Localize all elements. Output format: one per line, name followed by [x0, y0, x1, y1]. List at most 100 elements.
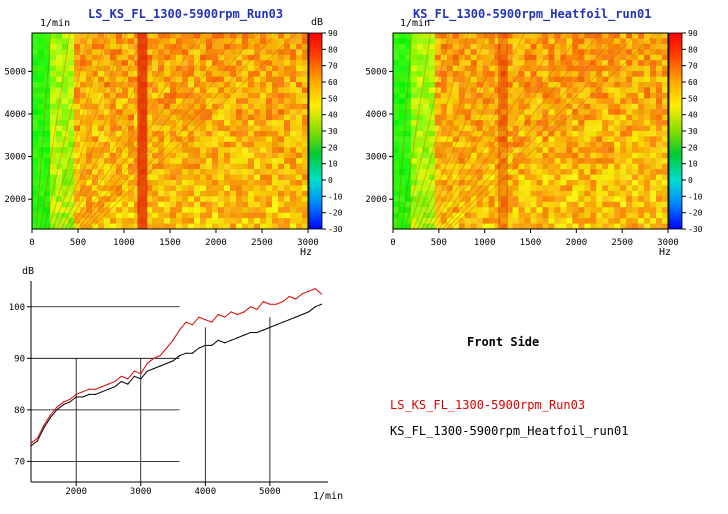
spectrogram-cell — [146, 147, 153, 154]
spectrogram-cell — [446, 147, 454, 154]
series-point — [82, 396, 84, 398]
spectrogram-cell — [608, 43, 615, 50]
order-line — [425, 32, 544, 230]
spectrogram-cell — [128, 158, 135, 165]
spectrogram-cell — [422, 54, 430, 61]
spectrogram-cell — [86, 218, 93, 225]
spectrogram-cell — [530, 196, 538, 203]
spectrogram-cell — [218, 147, 225, 154]
spectrogram-cell — [440, 190, 448, 197]
spectrogram-cell — [440, 207, 448, 214]
spectrogram-cell — [428, 120, 436, 127]
spectrogram-cell — [422, 218, 430, 225]
spectrogram-cell — [399, 54, 406, 61]
spectrogram-cell — [212, 158, 219, 165]
order-line — [35, 32, 52, 230]
spectrogram-cell — [80, 223, 87, 230]
spectrogram-cell — [86, 169, 93, 176]
spectrogram-cell — [399, 223, 406, 230]
spectrogram-cell — [614, 131, 621, 137]
spectrogram-cell — [626, 174, 633, 181]
spectrogram-cell — [122, 87, 129, 94]
spectrogram-cell — [452, 38, 460, 45]
spectrogram-cell — [662, 158, 669, 165]
spectrogram-cell — [464, 174, 472, 181]
spectrogram-cell — [80, 60, 87, 67]
spectrogram-cell — [644, 103, 651, 110]
spectrogram-cell — [476, 131, 484, 137]
spectrogram-cell — [572, 71, 579, 78]
spectrogram-cell — [302, 201, 309, 208]
series-point — [49, 417, 52, 419]
spectrogram-cell — [446, 125, 454, 132]
spectrogram-cell — [80, 174, 87, 181]
spectrogram-cell — [284, 87, 291, 94]
spectrogram-cell — [560, 87, 567, 94]
spectrogram-cell — [50, 136, 57, 143]
spectrogram-cell — [584, 54, 591, 61]
spectrogram-cell — [128, 87, 135, 94]
spectrogram-cell — [230, 180, 237, 186]
spectrogram-cell — [572, 33, 579, 39]
spectrogram-cell — [248, 169, 255, 176]
spectrogram-cell — [170, 103, 177, 110]
spectrogram-cell — [590, 43, 597, 50]
spectrogram-cell — [254, 92, 261, 99]
spectrogram-cell — [182, 147, 189, 154]
spectrogram-cell — [80, 131, 87, 137]
spectrogram-cell — [38, 169, 45, 176]
spectrogram-cell — [476, 212, 484, 219]
spectrogram-cell — [158, 163, 165, 170]
spectrogram-cell — [554, 65, 561, 72]
colorbar-tick-label: 70 — [328, 62, 338, 71]
order-line — [89, 32, 297, 230]
spectrogram-cell — [50, 174, 57, 181]
spectrogram-cell — [572, 212, 579, 219]
spectrogram-cell — [218, 218, 225, 225]
spectrogram-cell — [32, 223, 39, 230]
spectrogram-cell — [152, 98, 159, 105]
spectrogram-cell — [158, 114, 165, 121]
spectrogram-cell — [452, 109, 460, 116]
spectrogram-cell — [524, 114, 532, 121]
spectrogram-cell — [393, 163, 400, 170]
spectrogram-cell — [182, 196, 189, 203]
spectrogram-cell — [62, 185, 69, 192]
spectrogram-cell — [296, 49, 303, 56]
spectrogram-cell — [416, 223, 424, 230]
spectrogram-cell — [656, 109, 663, 116]
spectrogram-cell — [38, 65, 45, 72]
spectrogram-cell — [278, 38, 285, 45]
spectrogram-cell — [554, 196, 561, 203]
spectrogram-cell — [44, 180, 51, 186]
spectrogram-cell — [272, 223, 279, 230]
spectrogram-cell — [488, 98, 496, 105]
spectrogram-cell — [405, 163, 412, 170]
spectrogram-cell — [254, 190, 261, 197]
series-point — [95, 388, 97, 390]
spectrogram-cell — [548, 201, 555, 208]
spectrogram-cell — [152, 190, 159, 197]
spectrogram-cell — [416, 212, 424, 219]
spectrogram-cell — [476, 196, 484, 203]
spectrogram-cell — [506, 49, 514, 56]
spectrogram-cell — [536, 190, 544, 197]
spectrogram-cell — [638, 152, 645, 159]
spectrogram-cell — [656, 212, 663, 219]
spectrogram-cell — [530, 201, 538, 208]
spectrogram-cell — [230, 218, 237, 225]
spectrogram-cell — [560, 212, 567, 219]
spectrogram-cell — [224, 158, 231, 165]
spectrogram-cell — [572, 141, 579, 148]
spectrogram-cell — [260, 136, 267, 143]
spectrogram-cell — [452, 120, 460, 127]
spectrogram-cell — [560, 125, 567, 132]
spectrogram-cell — [86, 87, 93, 94]
spectrogram-cell — [146, 82, 153, 88]
spectrogram-cell — [200, 163, 207, 170]
spectrogram-cell — [416, 103, 424, 110]
spectrogram-cell — [206, 136, 213, 143]
spectrogram-cell — [224, 207, 231, 214]
spectrogram-cell — [260, 185, 267, 192]
spectrogram-cell — [188, 131, 195, 137]
